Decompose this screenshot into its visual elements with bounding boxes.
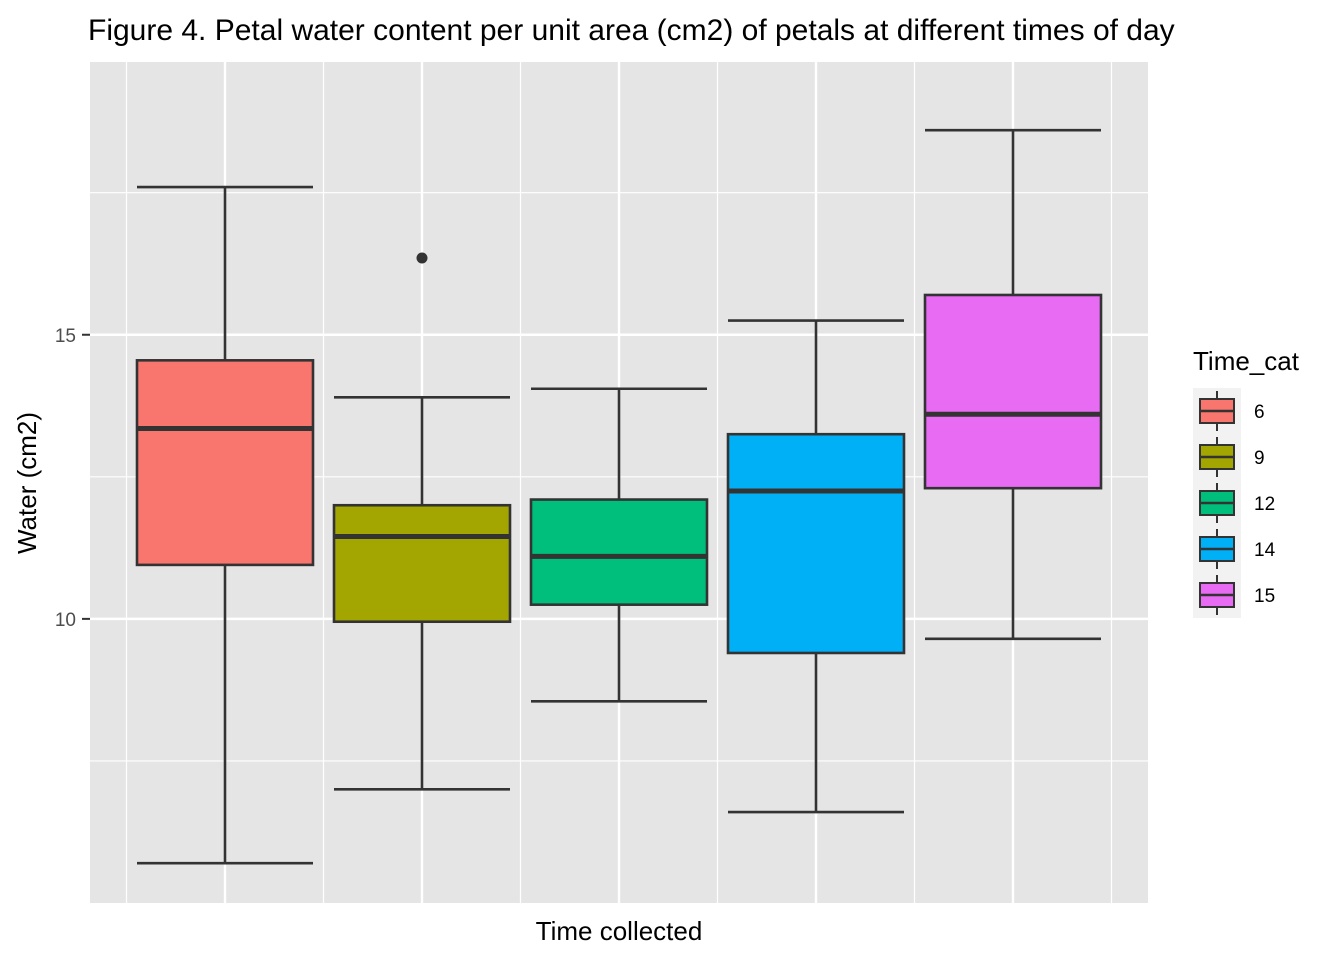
legend-label: 9 xyxy=(1254,448,1265,469)
legend-item-14: 14 xyxy=(1199,529,1276,569)
legend: Time_cat 6 9 12 14 15 xyxy=(1193,346,1300,618)
legend-label: 6 xyxy=(1254,402,1265,423)
box-iqr xyxy=(726,432,906,655)
legend-label: 15 xyxy=(1254,586,1275,607)
boxplot-12 xyxy=(529,387,709,703)
boxplot-14 xyxy=(726,319,906,814)
boxplot-6 xyxy=(135,185,315,865)
box-iqr xyxy=(135,359,315,567)
legend-item-12: 12 xyxy=(1199,483,1275,523)
chart-title: Figure 4. Petal water content per unit a… xyxy=(88,14,1175,47)
box-iqr xyxy=(923,293,1103,490)
boxplot-9 xyxy=(332,252,512,791)
y-tick-label: 15 xyxy=(55,326,76,347)
legend-item-6: 6 xyxy=(1199,391,1265,431)
legend-label: 12 xyxy=(1254,494,1275,515)
box-iqr xyxy=(529,498,709,606)
boxplot-15 xyxy=(923,128,1103,641)
x-axis-title: Time collected xyxy=(536,916,703,946)
boxplots xyxy=(135,128,1103,865)
y-axis-title: Water (cm2) xyxy=(12,412,42,554)
legend-item-15: 15 xyxy=(1199,575,1275,615)
legend-label: 14 xyxy=(1254,540,1276,561)
y-tick-label: 10 xyxy=(55,610,76,631)
y-axis: 10 15 xyxy=(55,326,90,631)
outlier-point xyxy=(416,252,428,264)
legend-title: Time_cat xyxy=(1193,346,1300,376)
box-iqr xyxy=(332,503,512,624)
legend-item-9: 9 xyxy=(1199,437,1265,477)
